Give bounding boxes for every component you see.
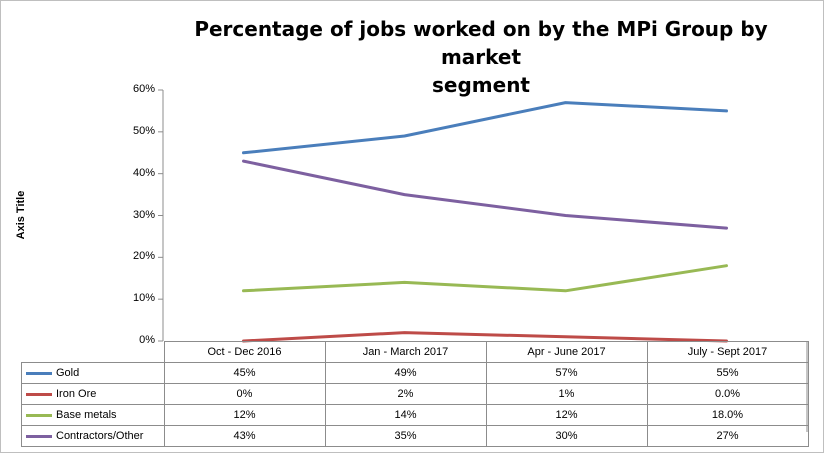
legend-entry: Iron Ore xyxy=(21,383,165,405)
y-tick-label: 30% xyxy=(132,208,155,221)
series-line-contractors-other xyxy=(242,159,728,230)
y-tick-label: 20% xyxy=(132,250,155,263)
data-label: 0% xyxy=(163,383,326,405)
legend-entry: Base metals xyxy=(21,404,165,426)
data-label: 1% xyxy=(485,383,648,405)
data-label: 0.0% xyxy=(646,383,809,405)
legend-entry: Gold xyxy=(21,362,165,384)
data-label: 35% xyxy=(324,425,487,447)
y-tick-label: 50% xyxy=(132,124,155,137)
data-label: 45% xyxy=(163,362,326,384)
data-label: 12% xyxy=(163,404,326,426)
y-tick-label: 10% xyxy=(132,292,155,305)
y-tick-label: 60% xyxy=(132,83,155,95)
data-label: 18.0% xyxy=(646,404,809,426)
data-label: 12% xyxy=(485,404,648,426)
legend-label: Gold xyxy=(56,367,80,379)
data-label: 43% xyxy=(163,425,326,447)
chart-title: Percentage of jobs worked on by the MPi … xyxy=(194,17,768,97)
legend-key-icon xyxy=(26,434,52,438)
data-label: 27% xyxy=(646,425,809,447)
data-table: Oct - Dec 2016 Jan - March 2017 Apr - June… xyxy=(21,341,809,447)
table-corner xyxy=(21,341,165,363)
table-header-row: Oct - Dec 2016 Jan - March 2017 Apr - June… xyxy=(21,341,809,363)
x-category-label: July - Sept 2017 xyxy=(646,341,809,363)
series-line-gold xyxy=(242,101,728,155)
data-label: 14% xyxy=(324,404,487,426)
table-row: Gold 45% 49% 57% 55% xyxy=(21,362,809,384)
series-line-iron-ore xyxy=(242,331,728,343)
legend-entry: Contractors/Other xyxy=(21,425,165,447)
legend-key-icon xyxy=(26,392,52,396)
data-label: 55% xyxy=(646,362,809,384)
x-category-label: Apr - June 2017 xyxy=(485,341,648,363)
legend-key-icon xyxy=(26,413,52,417)
legend-label: Iron Ore xyxy=(56,388,97,400)
legend-key-icon xyxy=(26,371,52,375)
data-label: 2% xyxy=(324,383,487,405)
legend-label: Contractors/Other xyxy=(56,430,144,442)
table-row: Iron Ore 0% 2% 1% 0.0% xyxy=(21,383,809,405)
table-row: Base metals 12% 14% 12% 18.0% xyxy=(21,404,809,426)
table-row: Contractors/Other 43% 35% 30% 27% xyxy=(21,425,809,447)
x-category-label: Jan - March 2017 xyxy=(324,341,487,363)
series-line-base-metals xyxy=(242,264,728,293)
data-label: 57% xyxy=(485,362,648,384)
data-label: 30% xyxy=(485,425,648,447)
y-tick-label: 40% xyxy=(132,166,155,179)
data-label: 49% xyxy=(324,362,487,384)
legend-label: Base metals xyxy=(56,409,117,421)
x-category-label: Oct - Dec 2016 xyxy=(163,341,326,363)
